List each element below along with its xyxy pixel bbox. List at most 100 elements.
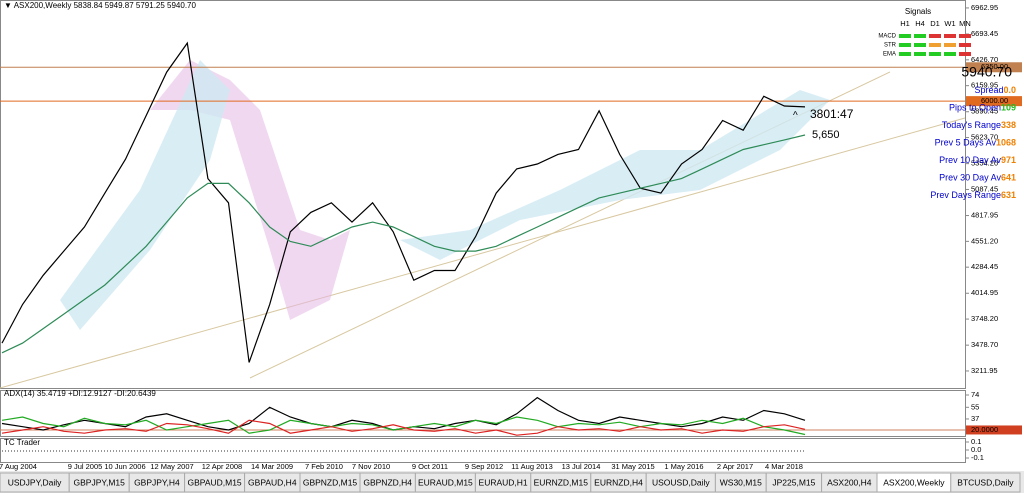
- signal-cell: [959, 34, 971, 38]
- series-line: [1, 419, 806, 436]
- x-tick-label: 14 Mar 2009: [251, 462, 293, 471]
- tab-label[interactable]: EURNZD,H4: [594, 477, 643, 487]
- info-label: Pips to Open: [949, 103, 1001, 113]
- x-tick-label: 10 Jun 2006: [104, 462, 145, 471]
- series-line: [1, 134, 806, 354]
- info-value: 971: [1001, 155, 1016, 165]
- x-tick-label: 12 May 2007: [150, 462, 193, 471]
- signal-cell: [929, 34, 941, 38]
- ichimoku-cloud: [150, 60, 350, 320]
- tab-label[interactable]: GBPAUD,M15: [188, 477, 242, 487]
- x-tick-label: 9 Jul 2005: [68, 462, 103, 471]
- signal-cell: [944, 52, 956, 56]
- info-row: Pips to Open109: [949, 103, 1016, 113]
- info-label: Spread: [974, 85, 1003, 95]
- signal-column: MN: [959, 19, 971, 28]
- info-row: Spread0.0: [974, 85, 1016, 95]
- y-tick-label: 6962.95: [971, 3, 998, 12]
- y-tick-label: -0.1: [971, 453, 984, 462]
- y-tick-label: 3748.20: [971, 314, 998, 323]
- signal-cell: [959, 43, 971, 47]
- x-tick-label: 13 Jul 2014: [562, 462, 601, 471]
- signal-cell: [929, 52, 941, 56]
- series-line: [1, 416, 806, 436]
- signal-row: STR: [884, 43, 897, 49]
- info-label: Prev 5 Days Av: [935, 138, 997, 148]
- signal-row: MACD: [878, 34, 896, 40]
- level-box: [966, 62, 1022, 73]
- signals-title: Signals: [905, 7, 931, 16]
- signal-cell: [914, 34, 926, 38]
- tab-label[interactable]: GBPAUD,H4: [248, 477, 297, 487]
- info-label: Prev Days Range: [930, 190, 1001, 200]
- tab-label[interactable]: JP225,M15: [772, 477, 815, 487]
- tab-label[interactable]: EURAUD,H1: [479, 477, 528, 487]
- tab-label[interactable]: EURAUD,M15: [418, 477, 473, 487]
- info-value: 1068: [996, 138, 1016, 148]
- info-row: Prev 30 Day Av641: [939, 173, 1016, 183]
- current-price: 5940.70: [961, 64, 1012, 80]
- main-frame: [0, 0, 966, 389]
- y-tick-label: 0.0: [971, 445, 981, 454]
- info-label: Prev 10 Day Av: [939, 155, 1001, 165]
- x-tick-label: 7 Nov 2010: [352, 462, 390, 471]
- y-tick-label: 4014.95: [971, 288, 998, 297]
- y-tick-label: 6159.95: [971, 81, 998, 90]
- tab-label[interactable]: EURNZD,M15: [534, 477, 589, 487]
- signal-cell: [914, 52, 926, 56]
- y-tick-label: 4284.45: [971, 262, 998, 271]
- tab-label[interactable]: GBPJPY,M15: [74, 477, 126, 487]
- y-tick-label: 6693.45: [971, 29, 998, 38]
- tab-label[interactable]: USDJPY,Daily: [8, 477, 62, 487]
- tab-label[interactable]: ASX200,H4: [827, 477, 872, 487]
- x-tick-label: 9 Oct 2011: [412, 462, 448, 471]
- x-tick-label: 31 May 2015: [611, 462, 654, 471]
- x-tick-label: 11 Aug 2013: [511, 462, 553, 471]
- y-tick-label: 5087.45: [971, 184, 998, 193]
- info-row: Prev 10 Day Av971: [939, 155, 1016, 165]
- tab-label[interactable]: WS30,M15: [720, 477, 762, 487]
- tab-bar: USDJPY,Daily GBPJPY,M15 GBPJPY,H4 GBPAUD,M1…: [0, 471, 1024, 493]
- y-tick-label: 5623.70: [971, 133, 998, 142]
- signal-column: D1: [930, 19, 940, 28]
- info-value: 338: [1001, 120, 1016, 130]
- y-tick-label: 5890.45: [971, 107, 998, 116]
- tab-label[interactable]: USOUSD,Daily: [652, 477, 710, 487]
- signal-cell: [959, 52, 971, 56]
- x-tick-label: 4 Mar 2018: [765, 462, 803, 471]
- marker: ^: [793, 111, 798, 122]
- info-value: 641: [1001, 173, 1016, 183]
- signal-column: H1: [900, 19, 910, 28]
- x-tick-label: 1 May 2016: [664, 462, 703, 471]
- signal-cell: [929, 43, 941, 47]
- adx-label: ADX(14) 35.4719 +DI:12.9127 -DI:20.6439: [4, 389, 156, 398]
- x-tick-label: 7 Aug 2004: [0, 462, 37, 471]
- signal-cell: [899, 52, 911, 56]
- ohlc: 5838.84 5949.87 5791.25 5940.70: [74, 1, 197, 10]
- series-line: [1, 41, 806, 363]
- x-tick-label: 9 Sep 2012: [465, 462, 503, 471]
- level-box: [966, 96, 1022, 107]
- info-row: Today's Range338: [942, 120, 1016, 130]
- info-value: 631: [1001, 190, 1016, 200]
- info-value: 0.0: [1003, 85, 1016, 95]
- tab-label[interactable]: GBPJPY,H4: [134, 477, 180, 487]
- level-box: [966, 425, 1022, 435]
- countdown: 3801:47: [810, 107, 854, 121]
- x-tick-label: 7 Feb 2010: [305, 462, 343, 471]
- tab-label[interactable]: GBPNZD,H4: [363, 477, 412, 487]
- tc-label: TC Trader: [4, 438, 40, 447]
- y-tick-label: 4551.20: [971, 236, 998, 245]
- tab-label[interactable]: BTCUSD,Daily: [957, 477, 1014, 487]
- target-label: 5,650: [812, 129, 840, 141]
- y-tick-label: 6426.70: [971, 55, 998, 64]
- signal-column: W1: [944, 19, 955, 28]
- signal-cell: [944, 34, 956, 38]
- signal-column: H4: [915, 19, 925, 28]
- tab-label[interactable]: ASX200,Weekly: [883, 477, 945, 487]
- tab-label[interactable]: GBPNZD,M15: [303, 477, 358, 487]
- tab[interactable]: [950, 472, 1021, 493]
- y-tick-label: 20.0000: [971, 425, 998, 434]
